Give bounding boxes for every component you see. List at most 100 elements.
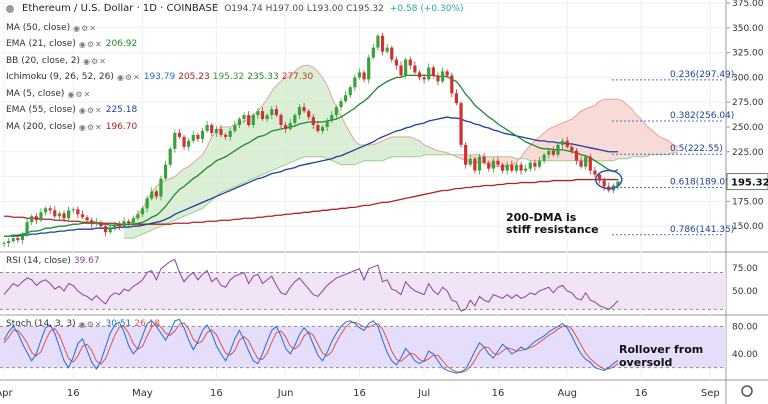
legend-label: EMA (55, close) (6, 105, 76, 115)
candle-body (556, 144, 560, 155)
candle-body (168, 148, 172, 165)
legend-bb[interactable]: BB (20, close, 2) ◉⚙✕ (6, 56, 107, 66)
candle-body (7, 241, 11, 244)
legend-label: MA (5, close) (6, 89, 65, 99)
legend-value: 195.32 (212, 72, 245, 82)
candle-body (182, 136, 186, 147)
candle-body (223, 134, 228, 137)
candle-body (108, 228, 112, 233)
candle-body (150, 191, 154, 199)
candle-body (579, 160, 583, 167)
candle-body (551, 150, 555, 155)
annotation-text: 200-DMA is (506, 211, 577, 224)
ichimoku-cloud-bullish (124, 65, 457, 239)
candle-body (570, 146, 574, 151)
candle-body (491, 160, 495, 169)
candle-body (348, 87, 352, 96)
candle-body (431, 67, 435, 76)
indicator-settings-icon[interactable]: ◉⚙✕ (78, 319, 103, 329)
candle-body (43, 208, 48, 213)
candle-body (122, 221, 126, 227)
candle-body (187, 140, 191, 147)
indicator-settings-icon[interactable]: ◉⚙✕ (73, 23, 98, 33)
date-tick-label: 16 (353, 388, 366, 399)
legend-rsi[interactable]: RSI (14, close) 39.67 (6, 256, 100, 266)
candle-body (450, 75, 454, 94)
indicator-settings-icon[interactable]: ◉⚙✕ (116, 72, 141, 82)
candle-body (325, 121, 329, 127)
candle-body (468, 158, 472, 165)
annotation-text: Rollover from (619, 343, 703, 356)
candle-body (293, 115, 297, 124)
candle-body (76, 209, 80, 215)
legend-label: MA (200, close) (6, 122, 76, 132)
symbol-status-icon (6, 4, 14, 13)
candle-body (2, 243, 6, 245)
candle-body (34, 216, 38, 221)
candle-body (196, 134, 200, 139)
indicator-settings-icon[interactable]: ◉⚙✕ (67, 89, 92, 99)
legend-stoch[interactable]: Stoch (14, 3, 3) ◉⚙✕ 30.51 26.18 (6, 319, 160, 329)
price-tick-label: 375.00 (732, 0, 764, 9)
annotation-text: stiff resistance (506, 223, 599, 236)
date-tick-label: Jul (417, 388, 430, 399)
legend-ema21[interactable]: EMA (21, close) ◉⚙✕ 206.92 (6, 39, 137, 49)
date-tick-label: 16 (210, 388, 223, 399)
ohlc-values: O194.74 H197.00 L193.00 C195.32 (224, 3, 384, 14)
candle-body (519, 164, 523, 171)
legend-label: Ichimoku (9, 26, 52, 26) (6, 72, 114, 82)
legend-ema55[interactable]: EMA (55, close) ◉⚙✕ 225.18 (6, 105, 137, 115)
candle-body (574, 150, 579, 161)
legend-ichimoku[interactable]: Ichimoku (9, 26, 52, 26) ◉⚙✕ 193.79 205.… (6, 72, 313, 82)
candle-body (113, 224, 117, 229)
stoch-tick-label: 80.00 (732, 322, 758, 332)
indicator-settings-icon[interactable]: ◉⚙✕ (78, 39, 103, 49)
fib-level-label: 0.786(141.35) (670, 225, 734, 235)
price-tick-label: 150.00 (732, 222, 764, 232)
annotation-text: oversold (619, 356, 672, 369)
candle-body (16, 238, 20, 241)
legend-ma200[interactable]: MA (200, close) ◉⚙✕ 196.70 (6, 122, 137, 132)
candle-body (404, 59, 408, 76)
indicator-settings-icon[interactable]: ◉⚙✕ (78, 122, 103, 132)
candle-body (454, 93, 459, 104)
price-tick-label: 325.00 (732, 49, 764, 59)
candle-body (94, 222, 98, 225)
legend-value: 30.51 (105, 319, 132, 329)
candle-body (597, 174, 602, 181)
candle-body (440, 71, 445, 82)
candle-body (588, 156, 592, 171)
settings-gear-icon[interactable] (741, 385, 753, 397)
symbol-title[interactable]: Ethereum / U.S. Dollar · 1D · COINBASE (22, 3, 219, 14)
candle-body (173, 132, 177, 149)
candle-body (200, 130, 205, 139)
candle-body (353, 77, 357, 88)
candle-body (159, 178, 163, 197)
candle-body (487, 162, 491, 169)
indicator-settings-icon[interactable]: ◉⚙✕ (83, 56, 107, 66)
candle-body (394, 59, 399, 66)
candle-body (344, 95, 348, 102)
fib-level-label: 0.618(189.05) (670, 177, 734, 187)
rsi-tick-label: 50.00 (732, 287, 758, 297)
legend-value: 196.70 (105, 122, 138, 132)
candle-body (362, 72, 366, 80)
price-tick-label: 225.00 (732, 148, 764, 158)
candle-body (288, 123, 292, 129)
last-price-label: 195.32 (731, 178, 768, 189)
legend-ma50[interactable]: MA (50, close) ◉⚙✕ (6, 23, 97, 33)
legend-label: MA (50, close) (6, 23, 71, 33)
indicator-settings-icon[interactable]: ◉⚙✕ (78, 105, 103, 115)
candle-body (593, 170, 597, 175)
date-tick-label: Sep (701, 388, 720, 399)
legend-ma5[interactable]: MA (5, close) ◉⚙✕ (6, 89, 91, 99)
candle-body (48, 208, 52, 211)
candle-body (103, 226, 108, 233)
legend-value: 26.18 (134, 319, 161, 329)
candle-body (210, 125, 214, 133)
candle-body (53, 210, 57, 217)
candle-body (561, 140, 565, 145)
candle-body (584, 156, 588, 167)
